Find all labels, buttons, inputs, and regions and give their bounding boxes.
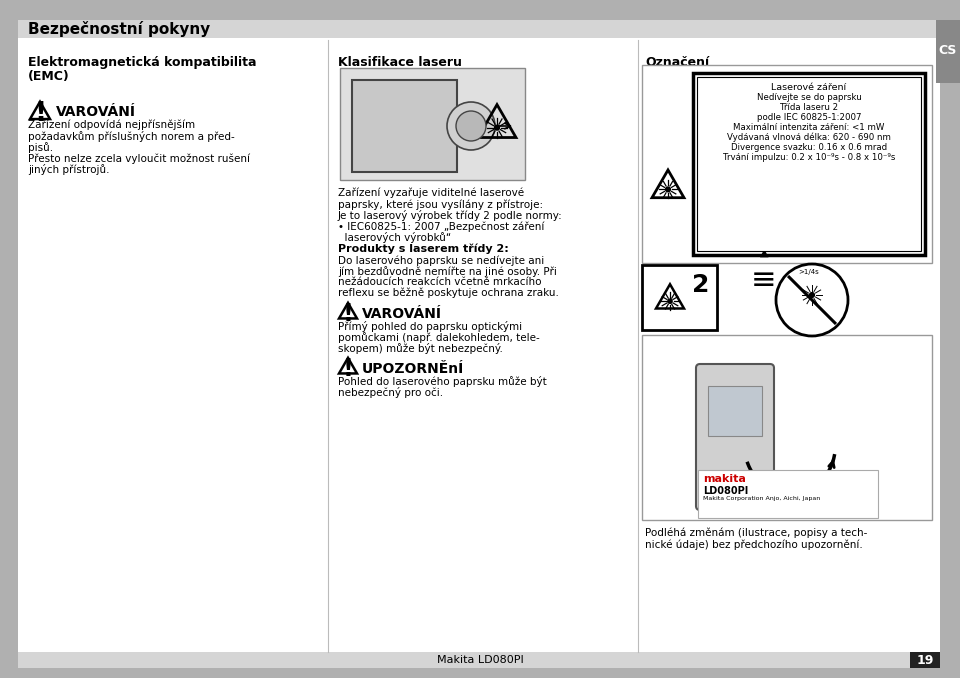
Text: >1/4s: >1/4s [798,269,819,275]
Text: Klasifikace laseru: Klasifikace laseru [338,56,462,69]
Text: paprsky, které jsou vysílány z přístroje:: paprsky, které jsou vysílány z přístroje… [338,199,543,210]
Text: Maximální intenzita záření: <1 mW: Maximální intenzita záření: <1 mW [733,123,885,132]
Text: Vydávaná vlnová délka: 620 - 690 nm: Vydávaná vlnová délka: 620 - 690 nm [727,133,891,142]
Text: reflexu se běžně poskytuje ochrana zraku.: reflexu se běžně poskytuje ochrana zraku… [338,288,559,298]
Text: jím bezdůvodně nemířte na jiné osoby. Při: jím bezdůvodně nemířte na jiné osoby. Př… [338,266,557,277]
Text: Zařízení vyzařuje viditelné laserové: Zařízení vyzařuje viditelné laserové [338,188,524,199]
Text: nické údaje) bez předchozího upozornění.: nické údaje) bez předchozího upozornění. [645,539,863,549]
Text: !: ! [343,357,353,381]
Text: požadavkům příslušných norem a před-: požadavkům příslušných norem a před- [28,131,235,142]
Bar [693,73,925,255]
Text: Zařízení odpovídá nejpřísnějším: Zařízení odpovídá nejpřísnějším [28,120,195,130]
Text: nežádoucích reakcích včetně mrkacího: nežádoucích reakcích včetně mrkacího [338,277,541,287]
Bar [698,470,878,518]
Circle shape [456,111,486,141]
Text: VAROVÁNÍ: VAROVÁNÍ [362,307,442,321]
Text: Nedívejte se do paprsku: Nedívejte se do paprsku [756,93,861,102]
Text: Do laserového paprsku se nedívejte ani: Do laserového paprsku se nedívejte ani [338,255,544,266]
Text: Makita LD080PI: Makita LD080PI [437,655,523,665]
Bar [642,335,932,520]
Text: Přímý pohled do paprsku optickými: Přímý pohled do paprsku optickými [338,321,522,332]
Text: podle IEC 60825-1:2007: podle IEC 60825-1:2007 [756,113,861,122]
Text: Makita Corporation Anjo, Aichi, Japan: Makita Corporation Anjo, Aichi, Japan [703,496,820,501]
Circle shape [776,264,848,336]
Text: Třída laseru 2: Třída laseru 2 [780,103,838,112]
Text: Je to laserový výrobek třídy 2 podle normy:: Je to laserový výrobek třídy 2 podle nor… [338,210,563,221]
Text: Přesto nelze zcela vyloučit možnost rušení: Přesto nelze zcela vyloučit možnost ruše… [28,153,250,163]
Bar [340,68,525,180]
Text: VAROVÁNÍ: VAROVÁNÍ [56,105,136,119]
Text: Produkty s laserem třídy 2:: Produkty s laserem třídy 2: [338,243,509,254]
Text: Označení: Označení [645,56,709,69]
Text: Pohled do laserového paprsku může být: Pohled do laserového paprsku může být [338,376,547,387]
Text: Bezpečnostní pokyny: Bezpečnostní pokyny [28,21,210,37]
Text: nebezpečný pro oči.: nebezpečný pro oči. [338,387,444,398]
Text: 2: 2 [691,273,709,297]
Circle shape [494,125,499,130]
Bar [910,652,940,668]
Bar [18,20,940,38]
Text: Divergence svazku: 0.16 x 0.6 mrad: Divergence svazku: 0.16 x 0.6 mrad [731,143,887,152]
Bar [697,77,921,251]
Bar [936,20,960,83]
Text: makita: makita [703,474,746,484]
Text: !: ! [34,101,46,127]
Bar [18,652,940,668]
Text: CS: CS [939,45,957,58]
Circle shape [665,187,670,192]
Text: UPOZORNĚnÍ: UPOZORNĚnÍ [362,362,465,376]
Circle shape [668,299,672,303]
Bar [352,80,457,172]
Text: Elektromagnetická kompatibilita: Elektromagnetická kompatibilita [28,56,256,69]
Text: Podléhá změnám (ilustrace, popisy a tech-: Podléhá změnám (ilustrace, popisy a tech… [645,528,868,538]
Text: laserových výrobků“: laserových výrobků“ [338,232,451,243]
Bar [642,265,717,330]
Text: (EMC): (EMC) [28,70,70,83]
FancyBboxPatch shape [696,364,774,510]
Text: jiných přístrojů.: jiných přístrojů. [28,164,109,175]
Text: LD080PI: LD080PI [703,486,748,496]
Text: pisů.: pisů. [28,142,53,153]
Text: 19: 19 [916,654,934,666]
Bar [708,386,762,436]
Text: skopem) může být nebezpečný.: skopem) může být nebezpečný. [338,343,503,354]
Text: ≡: ≡ [752,266,777,295]
Text: • IEC60825-1: 2007 „Bezpečnost záření: • IEC60825-1: 2007 „Bezpečnost záření [338,221,544,231]
Text: ▲: ▲ [759,248,768,258]
Text: Trvání impulzu: 0.2 x 10⁻⁹s - 0.8 x 10⁻⁹s: Trvání impulzu: 0.2 x 10⁻⁹s - 0.8 x 10⁻⁹… [723,153,895,162]
Text: Laserové záření: Laserové záření [772,83,847,92]
Text: !: ! [343,302,353,326]
Bar [642,65,932,263]
Circle shape [447,102,495,150]
Circle shape [809,293,814,298]
Text: pomůckami (např. dalekohledem, tele-: pomůckami (např. dalekohledem, tele- [338,332,540,343]
